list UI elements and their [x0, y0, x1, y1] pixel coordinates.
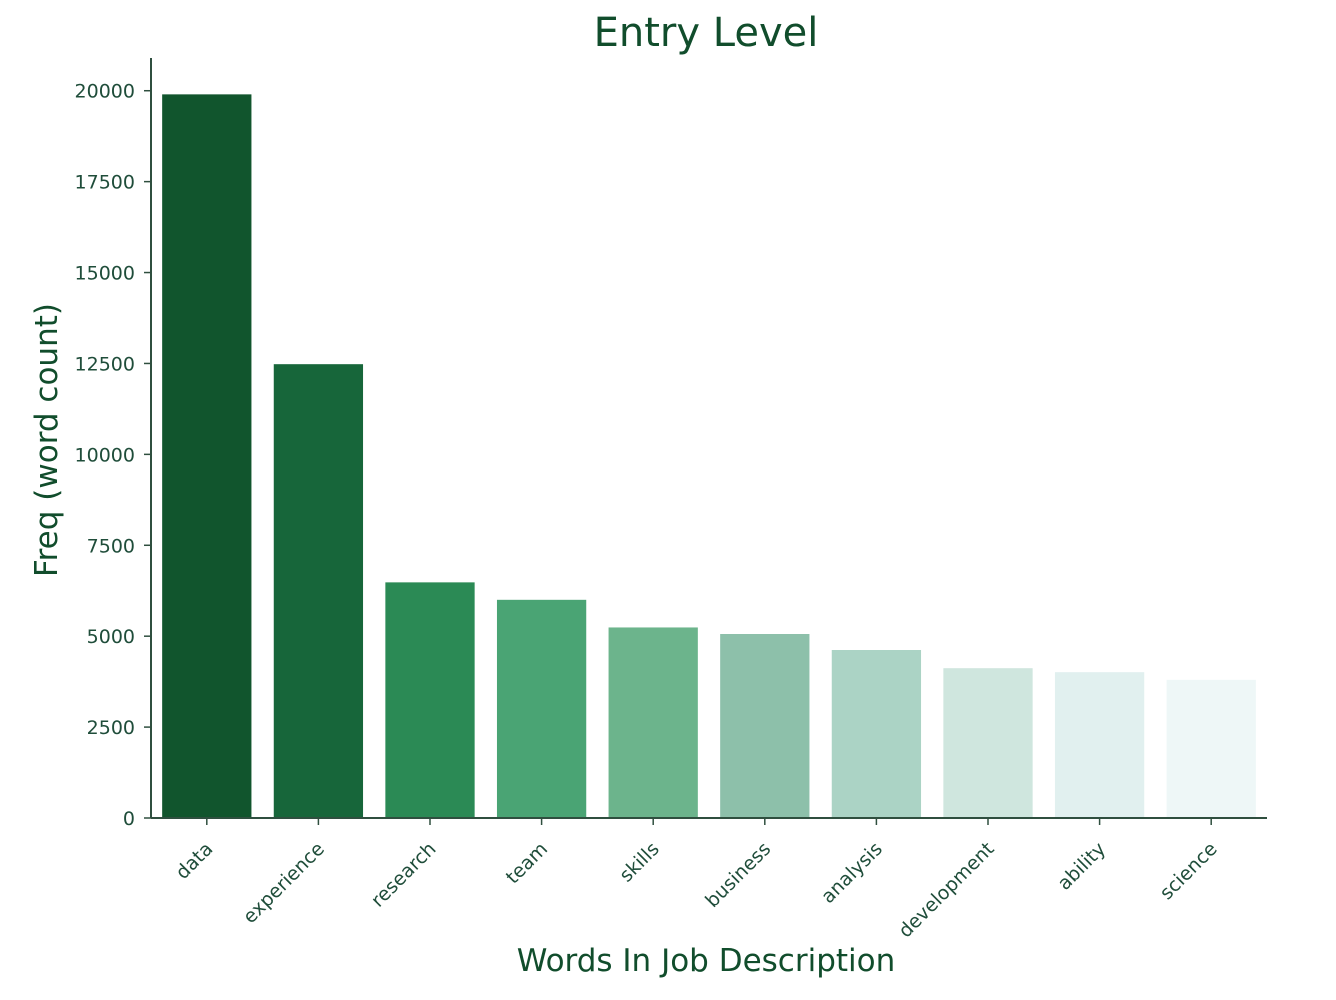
- y-tick-label: 20000: [75, 81, 135, 103]
- bar-business: [720, 634, 810, 818]
- y-tick-label: 10000: [75, 444, 135, 466]
- x-tick-label-data: data: [172, 838, 218, 884]
- bar-ability: [1054, 672, 1145, 818]
- x-tick-label-science: science: [1156, 838, 1222, 904]
- x-tick-label-skills: skills: [615, 838, 664, 887]
- x-tick-label-ability: ability: [1053, 838, 1110, 895]
- x-tick-label-business: business: [701, 838, 775, 912]
- y-tick-label: 15000: [75, 263, 135, 285]
- y-tick-label: 0: [123, 808, 135, 830]
- y-tick-label: 2500: [87, 717, 135, 739]
- bar-data: [162, 94, 252, 818]
- bar-skills: [608, 627, 698, 818]
- y-axis-title: Freq (word count): [29, 303, 65, 577]
- bar-experience: [273, 364, 364, 818]
- x-tick-label-analysis: analysis: [817, 838, 887, 908]
- x-tick-label-development: development: [894, 838, 998, 942]
- bar-team: [496, 599, 587, 818]
- x-tick-label-experience: experience: [239, 838, 329, 928]
- x-axis-title: Words In Job Description: [517, 943, 896, 979]
- chart-title: Entry Level: [594, 10, 819, 56]
- bar-analysis: [831, 650, 922, 818]
- y-axis-ticks: 0 2500 5000 7500 10000 12500 15000 17500 20000: [75, 81, 151, 830]
- x-tick-label-team: team: [502, 838, 552, 888]
- x-axis-ticks: data experience research team skills business…: [172, 818, 1222, 942]
- bar-development: [943, 668, 1033, 818]
- bar-science: [1166, 679, 1256, 818]
- y-tick-label: 7500: [87, 535, 135, 557]
- y-tick-label: 17500: [75, 172, 135, 194]
- y-tick-label: 5000: [87, 626, 135, 648]
- x-tick-label-research: research: [367, 838, 441, 912]
- bars-layer: [162, 94, 1256, 818]
- bar-research: [385, 582, 475, 818]
- y-tick-label: 12500: [75, 353, 135, 375]
